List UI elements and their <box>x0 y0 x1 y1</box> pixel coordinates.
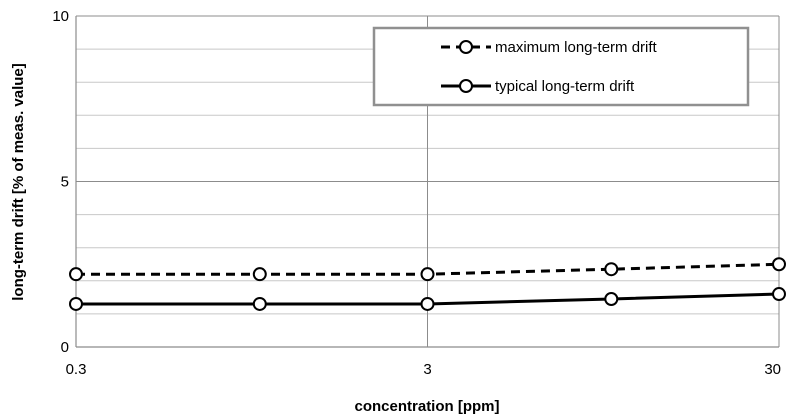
y-tick-label: 0 <box>61 339 69 356</box>
y-tick-label: 10 <box>52 8 69 25</box>
x-tick-label: 30 <box>764 361 781 378</box>
data-point <box>69 296 83 311</box>
y-tick-label: 5 <box>61 174 69 191</box>
y-axis-title: long-term drift [% of meas. value] <box>10 63 27 301</box>
data-point <box>604 292 619 307</box>
series-1 <box>69 257 786 282</box>
data-point <box>604 262 619 277</box>
data-point <box>69 267 83 282</box>
data-point <box>420 267 435 282</box>
x-axis-title: concentration [ppm] <box>355 398 500 415</box>
legend-marker <box>459 40 473 54</box>
legend-label: maximum long-term drift <box>495 39 658 56</box>
x-tick-label: 0.3 <box>66 361 87 378</box>
data-point <box>252 267 267 282</box>
x-tick-label: 3 <box>423 361 431 378</box>
data-point <box>772 257 786 272</box>
series-group <box>69 257 786 311</box>
legend-label: typical long-term drift <box>495 78 635 95</box>
series-2 <box>69 287 786 311</box>
legend-marker <box>459 79 473 93</box>
legend-box <box>372 26 750 107</box>
data-point <box>252 296 267 311</box>
legend: maximum long-term drift typical long-term… <box>372 26 750 107</box>
data-point <box>772 287 786 302</box>
axes: 0 5 10 0.3 3 30 <box>52 8 781 378</box>
data-point <box>420 296 435 311</box>
